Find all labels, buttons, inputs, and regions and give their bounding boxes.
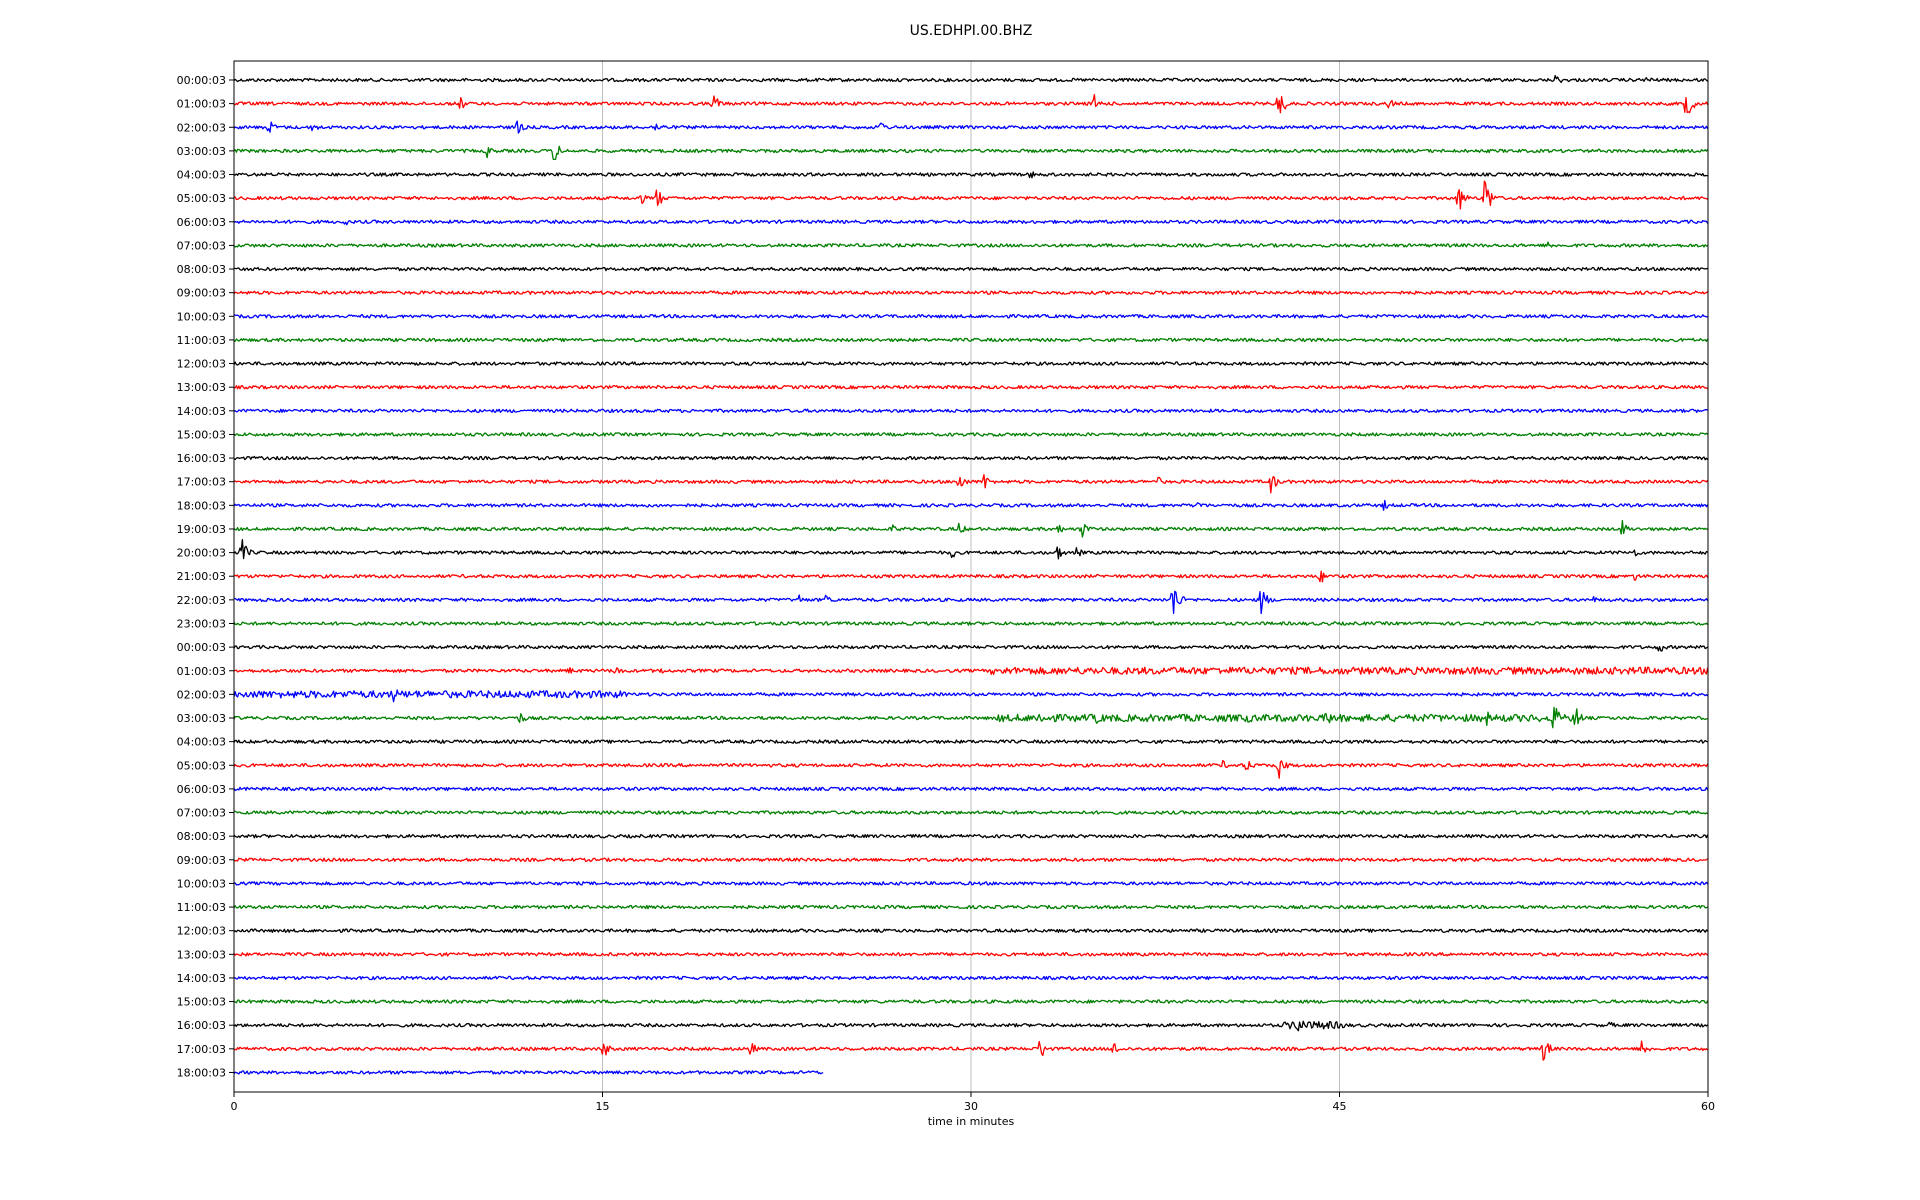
trace-line (233, 1040, 1709, 1061)
trace-label: 07:00:03 (177, 807, 226, 820)
trace-label: 22:00:03 (177, 594, 226, 607)
trace-line (233, 739, 1708, 744)
trace-line (233, 384, 1709, 390)
trace-line (233, 621, 1709, 626)
trace-line (233, 408, 1708, 414)
trace-label: 17:00:03 (177, 1043, 226, 1056)
trace-line (233, 590, 1709, 615)
trace-label: 06:00:03 (177, 216, 226, 229)
trace-label: 12:00:03 (177, 925, 226, 938)
trace-line (233, 706, 1708, 729)
trace-line (233, 219, 1709, 226)
trace-label: 02:00:03 (177, 121, 226, 134)
trace-label: 11:00:03 (177, 334, 226, 347)
trace-line (233, 881, 1709, 886)
trace-label: 13:00:03 (177, 381, 226, 394)
trace-label: 02:00:03 (177, 688, 226, 701)
trace-label: 11:00:03 (177, 901, 226, 914)
trace-line (233, 290, 1709, 295)
x-axis-label: time in minutes (928, 1115, 1015, 1128)
trace-line (233, 689, 1709, 703)
trace-line (233, 999, 1709, 1004)
trace-line (233, 810, 1708, 815)
trace-line (233, 857, 1709, 863)
x-axis-ticks: 0 15 30 45 60 (231, 1092, 1715, 1113)
trace-line (233, 314, 1708, 319)
trace-label: 17:00:03 (177, 476, 226, 489)
trace-line (233, 644, 1708, 652)
chart-title: US.EDHPI.00.BHZ (910, 23, 1033, 39)
trace-line (233, 519, 1708, 538)
trace-label: 10:00:03 (177, 310, 226, 323)
trace-label: 14:00:03 (177, 405, 226, 418)
trace-label: 18:00:03 (177, 499, 226, 512)
trace-line (233, 337, 1709, 343)
x-tick-label: 45 (1333, 1100, 1347, 1113)
trace-label: 03:00:03 (177, 145, 226, 158)
trace-line (233, 499, 1709, 511)
trace-label: 10:00:03 (177, 877, 226, 890)
trace-label: 05:00:03 (177, 192, 226, 205)
trace-label: 19:00:03 (177, 523, 226, 536)
trace-line (233, 904, 1708, 910)
trace-line (233, 1020, 1709, 1032)
trace-label: 04:00:03 (177, 736, 226, 749)
trace-label: 12:00:03 (177, 358, 226, 371)
trace-label: 20:00:03 (177, 547, 226, 560)
trace-label: 04:00:03 (177, 169, 226, 182)
trace-label: 09:00:03 (177, 287, 226, 300)
trace-label: 21:00:03 (177, 570, 226, 583)
trace-label: 01:00:03 (177, 665, 226, 678)
trace-label: 23:00:03 (177, 617, 226, 630)
trace-label: 05:00:03 (177, 759, 226, 772)
trace-line (233, 171, 1708, 179)
trace-label: 18:00:03 (177, 1066, 226, 1079)
trace-line (233, 93, 1709, 114)
trace-line (233, 455, 1709, 461)
trace-line (233, 538, 1708, 560)
trace-line (233, 833, 1709, 839)
trace-line (233, 180, 1708, 210)
trace-label: 08:00:03 (177, 830, 226, 843)
trace-labels: 00:00:03 01:00:03 02:00:03 03:00:03 04:00:03… (177, 74, 234, 1079)
x-tick-label: 0 (231, 1100, 238, 1113)
trace-line (233, 361, 1708, 366)
trace-label: 13:00:03 (177, 948, 226, 961)
trace-label: 06:00:03 (177, 783, 226, 796)
trace-label: 00:00:03 (177, 641, 226, 654)
trace-line (233, 145, 1709, 161)
trace-line (233, 666, 1709, 675)
trace-line (233, 786, 1709, 792)
trace-label: 09:00:03 (177, 854, 226, 867)
trace-line (233, 266, 1708, 272)
x-tick-label: 60 (1701, 1100, 1715, 1113)
trace-label: 07:00:03 (177, 239, 226, 252)
trace-line (233, 1070, 824, 1075)
trace-line (233, 952, 1709, 957)
trace-line (233, 241, 1708, 248)
trace-group (233, 74, 1709, 1075)
trace-label: 08:00:03 (177, 263, 226, 276)
trace-line (233, 432, 1708, 437)
trace-label: 15:00:03 (177, 428, 226, 441)
trace-label: 01:00:03 (177, 98, 226, 111)
trace-label: 16:00:03 (177, 452, 226, 465)
trace-label: 14:00:03 (177, 972, 226, 985)
trace-line (233, 74, 1709, 84)
trace-label: 16:00:03 (177, 1019, 226, 1032)
x-tick-label: 15 (596, 1100, 610, 1113)
trace-label: 03:00:03 (177, 712, 226, 725)
trace-line (233, 120, 1709, 134)
trace-line (233, 570, 1709, 583)
trace-label: 15:00:03 (177, 996, 226, 1009)
trace-label: 00:00:03 (177, 74, 226, 87)
trace-line (233, 759, 1709, 779)
trace-line (233, 928, 1709, 933)
trace-line (233, 975, 1709, 981)
x-tick-label: 30 (964, 1100, 978, 1113)
trace-line (233, 474, 1709, 494)
